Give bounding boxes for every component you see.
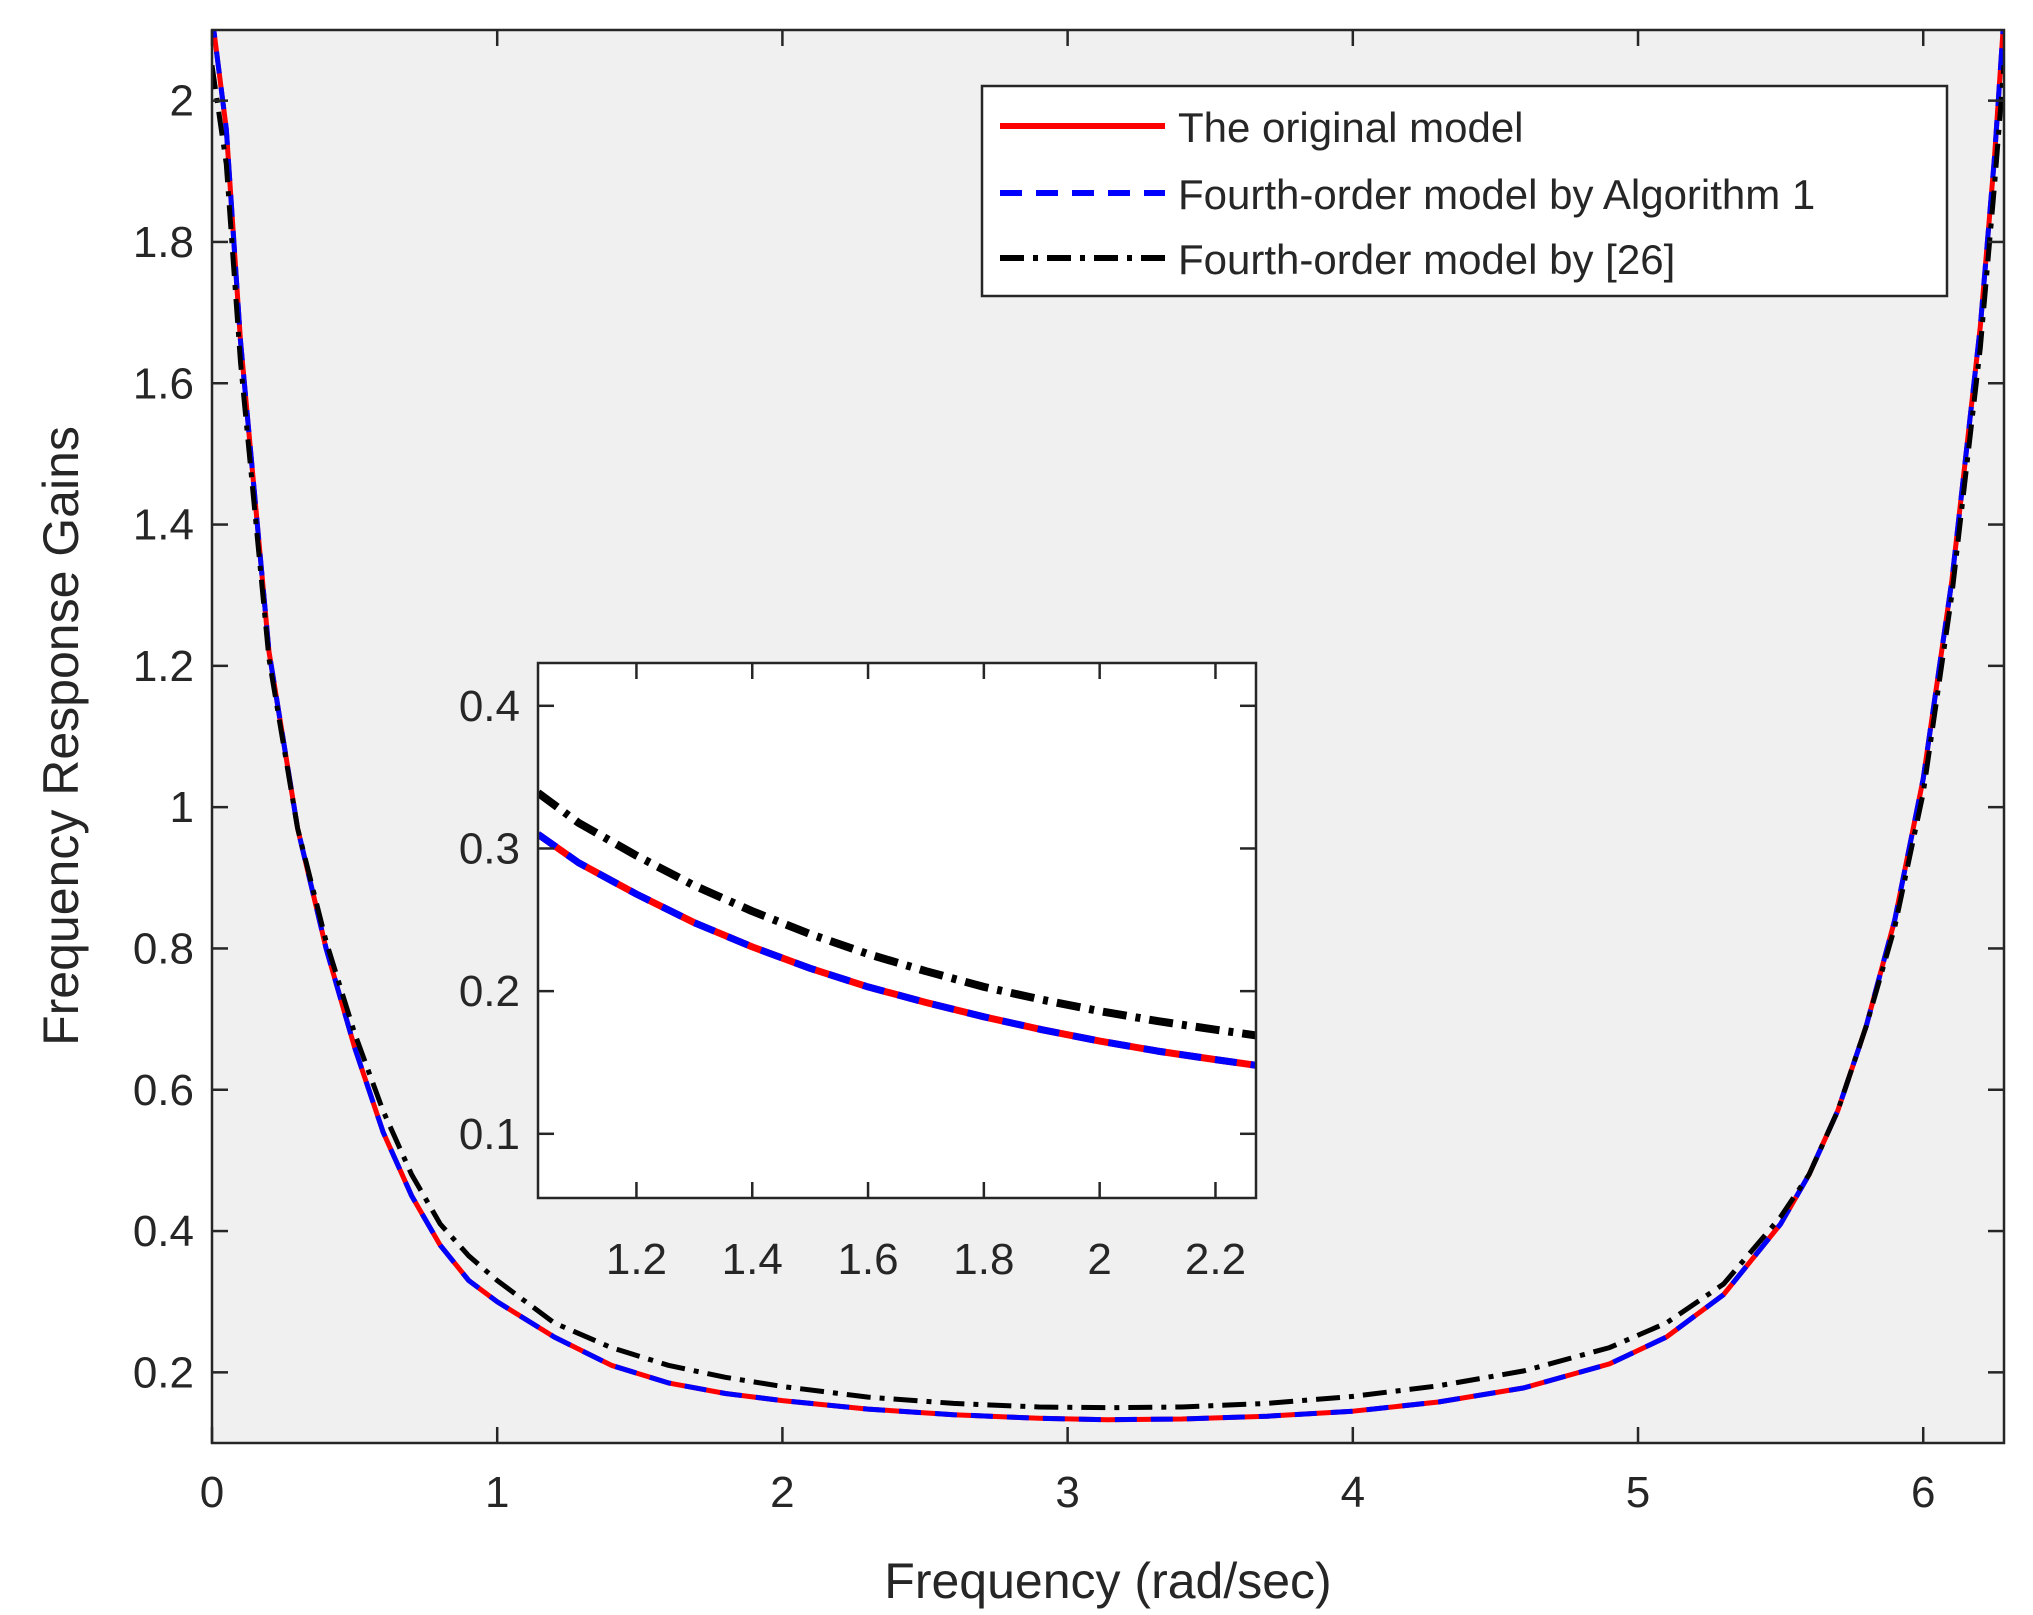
main-x-ticks: 0 1 2 3 4 5 6: [200, 30, 1935, 1517]
inset-y-ticks: 0.1 0.2 0.3 0.4: [459, 682, 1256, 1159]
legend: The original model Fourth-order model by…: [980, 84, 1949, 298]
main-x-tick-label: 0: [200, 1468, 224, 1517]
main-y-tick-label: 2: [170, 77, 194, 126]
inset-x-tick-label: 1.6: [837, 1235, 898, 1284]
inset-y-tick-label: 0.1: [459, 1110, 520, 1159]
inset-y-tick-label: 0.4: [459, 682, 520, 731]
inset-x-tick-label: 2: [1087, 1235, 1111, 1284]
main-y-tick-label: 1.6: [133, 359, 194, 408]
main-x-tick-label: 3: [1055, 1468, 1079, 1517]
legend-label-ref26: Fourth-order model by [26]: [1178, 236, 1675, 283]
main-x-tick-label: 2: [770, 1468, 794, 1517]
main-series-line-3: [212, 64, 2004, 1411]
legend-label-original: The original model: [1178, 104, 1524, 151]
inset-plot-area: [538, 663, 1256, 1198]
inset-x-tick-label: 2.2: [1185, 1235, 1246, 1284]
main-series-line-2: [212, 30, 2004, 1423]
main-y-tick-label: 0.6: [133, 1066, 194, 1115]
main-y-tick-label: 1.2: [133, 642, 194, 691]
main-y-tick-label: 0.2: [133, 1348, 194, 1397]
main-axes-box: [210, 28, 2006, 1445]
inset-x-tick-label: 1.4: [722, 1235, 783, 1284]
main-x-tick-label: 1: [485, 1468, 509, 1517]
inset-series-lines: [538, 789, 1256, 1069]
inset-y-tick-label: 0.2: [459, 967, 520, 1016]
inset-axes-box: [536, 661, 1258, 1200]
main-x-tick-label: 6: [1911, 1468, 1935, 1517]
inset-x-tick-label: 1.8: [953, 1235, 1014, 1284]
main-y-ticks: 0.2 0.4 0.6 0.8 1 1.2 1.4 1.6 1.8 2: [133, 77, 2004, 1397]
x-axis-title: Frequency (rad/sec): [884, 1553, 1331, 1609]
legend-label-algorithm1: Fourth-order model by Algorithm 1: [1178, 171, 1815, 218]
inset-x-tick-label: 1.2: [606, 1235, 667, 1284]
inset-series-line-2: [538, 831, 1256, 1069]
main-x-tick-label: 5: [1626, 1468, 1650, 1517]
inset-y-tick-label: 0.3: [459, 824, 520, 873]
main-x-tick-label: 4: [1341, 1468, 1365, 1517]
main-y-tick-label: 0.8: [133, 924, 194, 973]
y-axis-title: Frequency Response Gains: [33, 426, 89, 1046]
inset-x-ticks: 1.2 1.4 1.6 1.8 2 2.2: [606, 663, 1246, 1284]
main-series-lines: [212, 30, 2004, 1423]
main-y-tick-label: 1.4: [133, 501, 194, 550]
inset-axes: 1.2 1.4 1.6 1.8 2 2.2 0.1 0.2 0.3 0.4: [459, 661, 1258, 1284]
main-y-tick-label: 0.4: [133, 1207, 194, 1256]
inset-series-line-3: [538, 789, 1256, 1040]
main-y-tick-label: 1: [170, 783, 194, 832]
main-y-tick-label: 1.8: [133, 218, 194, 267]
